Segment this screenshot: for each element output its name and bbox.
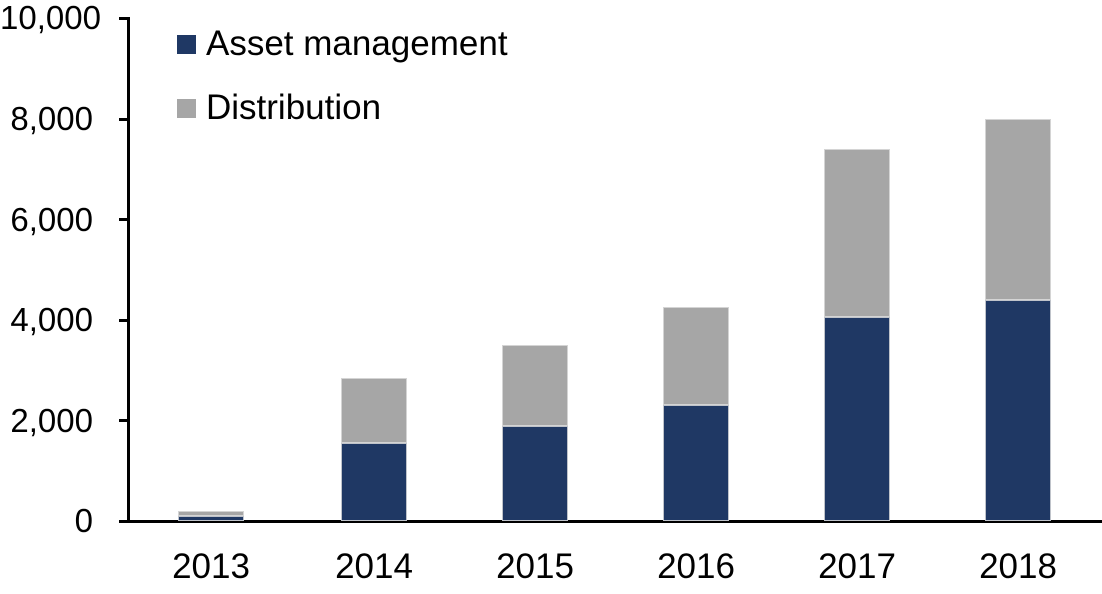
bar-2013-asset-management xyxy=(178,516,244,521)
y-axis-line xyxy=(127,17,130,523)
y-tick-label-2000: 2,000 xyxy=(10,402,93,439)
y-tick-mark-6000 xyxy=(119,218,127,221)
legend-item-asset-management: Asset management xyxy=(177,24,508,64)
bar-2018-asset-management xyxy=(985,300,1051,521)
bar-2015-asset-management xyxy=(502,426,568,521)
y-tick-mark-10000 xyxy=(119,17,127,20)
y-tick-mark-2000 xyxy=(119,419,127,422)
x-tick-label-2017: 2017 xyxy=(818,547,896,586)
y-tick-label-6000: 6,000 xyxy=(10,201,93,238)
x-tick-label-2018: 2018 xyxy=(979,547,1057,586)
bar-2016-distribution xyxy=(663,307,729,405)
legend-swatch-icon xyxy=(177,34,196,54)
x-tick-label-2014: 2014 xyxy=(335,547,413,586)
y-tick-mark-4000 xyxy=(119,319,127,322)
legend-item-distribution: Distribution xyxy=(177,88,381,128)
legend-swatch-icon xyxy=(177,98,196,118)
y-tick-label-0: 0 xyxy=(74,502,93,539)
bar-2014-asset-management xyxy=(341,443,407,521)
x-tick-label-2013: 2013 xyxy=(172,547,250,586)
bar-2017-asset-management xyxy=(824,317,890,521)
bar-2015-distribution xyxy=(502,345,568,426)
y-tick-label-10000: 10,000 xyxy=(0,0,101,36)
legend-label: Distribution xyxy=(206,88,382,127)
bar-2013-distribution xyxy=(178,511,244,516)
legend-label: Asset management xyxy=(206,24,508,63)
bar-2017-distribution xyxy=(824,149,890,317)
y-tick-label-8000: 8,000 xyxy=(10,100,93,137)
y-tick-mark-8000 xyxy=(119,118,127,121)
y-tick-label-4000: 4,000 xyxy=(10,301,93,338)
bar-2018-distribution xyxy=(985,119,1051,300)
x-tick-label-2015: 2015 xyxy=(496,547,574,586)
x-tick-label-2016: 2016 xyxy=(657,547,735,586)
bar-2016-asset-management xyxy=(663,405,729,521)
bar-2014-distribution xyxy=(341,378,407,443)
x-axis-line xyxy=(119,520,1102,523)
